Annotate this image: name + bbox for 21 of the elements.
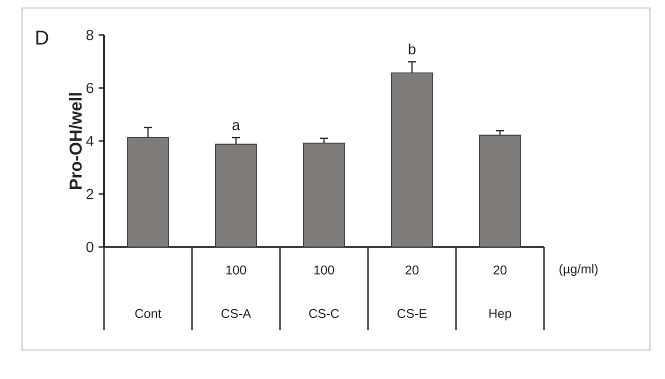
text: 100	[226, 266, 246, 274]
annotation: a	[232, 122, 240, 130]
annotation: b	[408, 44, 416, 54]
bar	[479, 134, 521, 248]
x-tick-label: CS-E	[398, 309, 427, 318]
text: D	[36, 30, 48, 44]
text: 20	[406, 266, 419, 274]
y-axis-title: Pro-OH/well	[69, 93, 82, 189]
text: 100	[314, 266, 334, 274]
y-tick-label: 6	[86, 82, 94, 94]
y-tick-label: 0	[86, 242, 94, 252]
text: 20	[494, 266, 507, 274]
y-tick-label: 8	[86, 30, 94, 40]
y-tick-label: 2	[86, 188, 94, 200]
x-tick-label: CS-A	[222, 309, 252, 318]
x-tick-label: Hep	[489, 309, 512, 320]
x-tick-label: Cont	[135, 309, 162, 318]
bar	[303, 142, 345, 248]
y-tick-label: 4	[86, 136, 94, 146]
x-tick-label: CS-C	[309, 309, 340, 318]
text: (µg/ml)	[560, 264, 598, 276]
